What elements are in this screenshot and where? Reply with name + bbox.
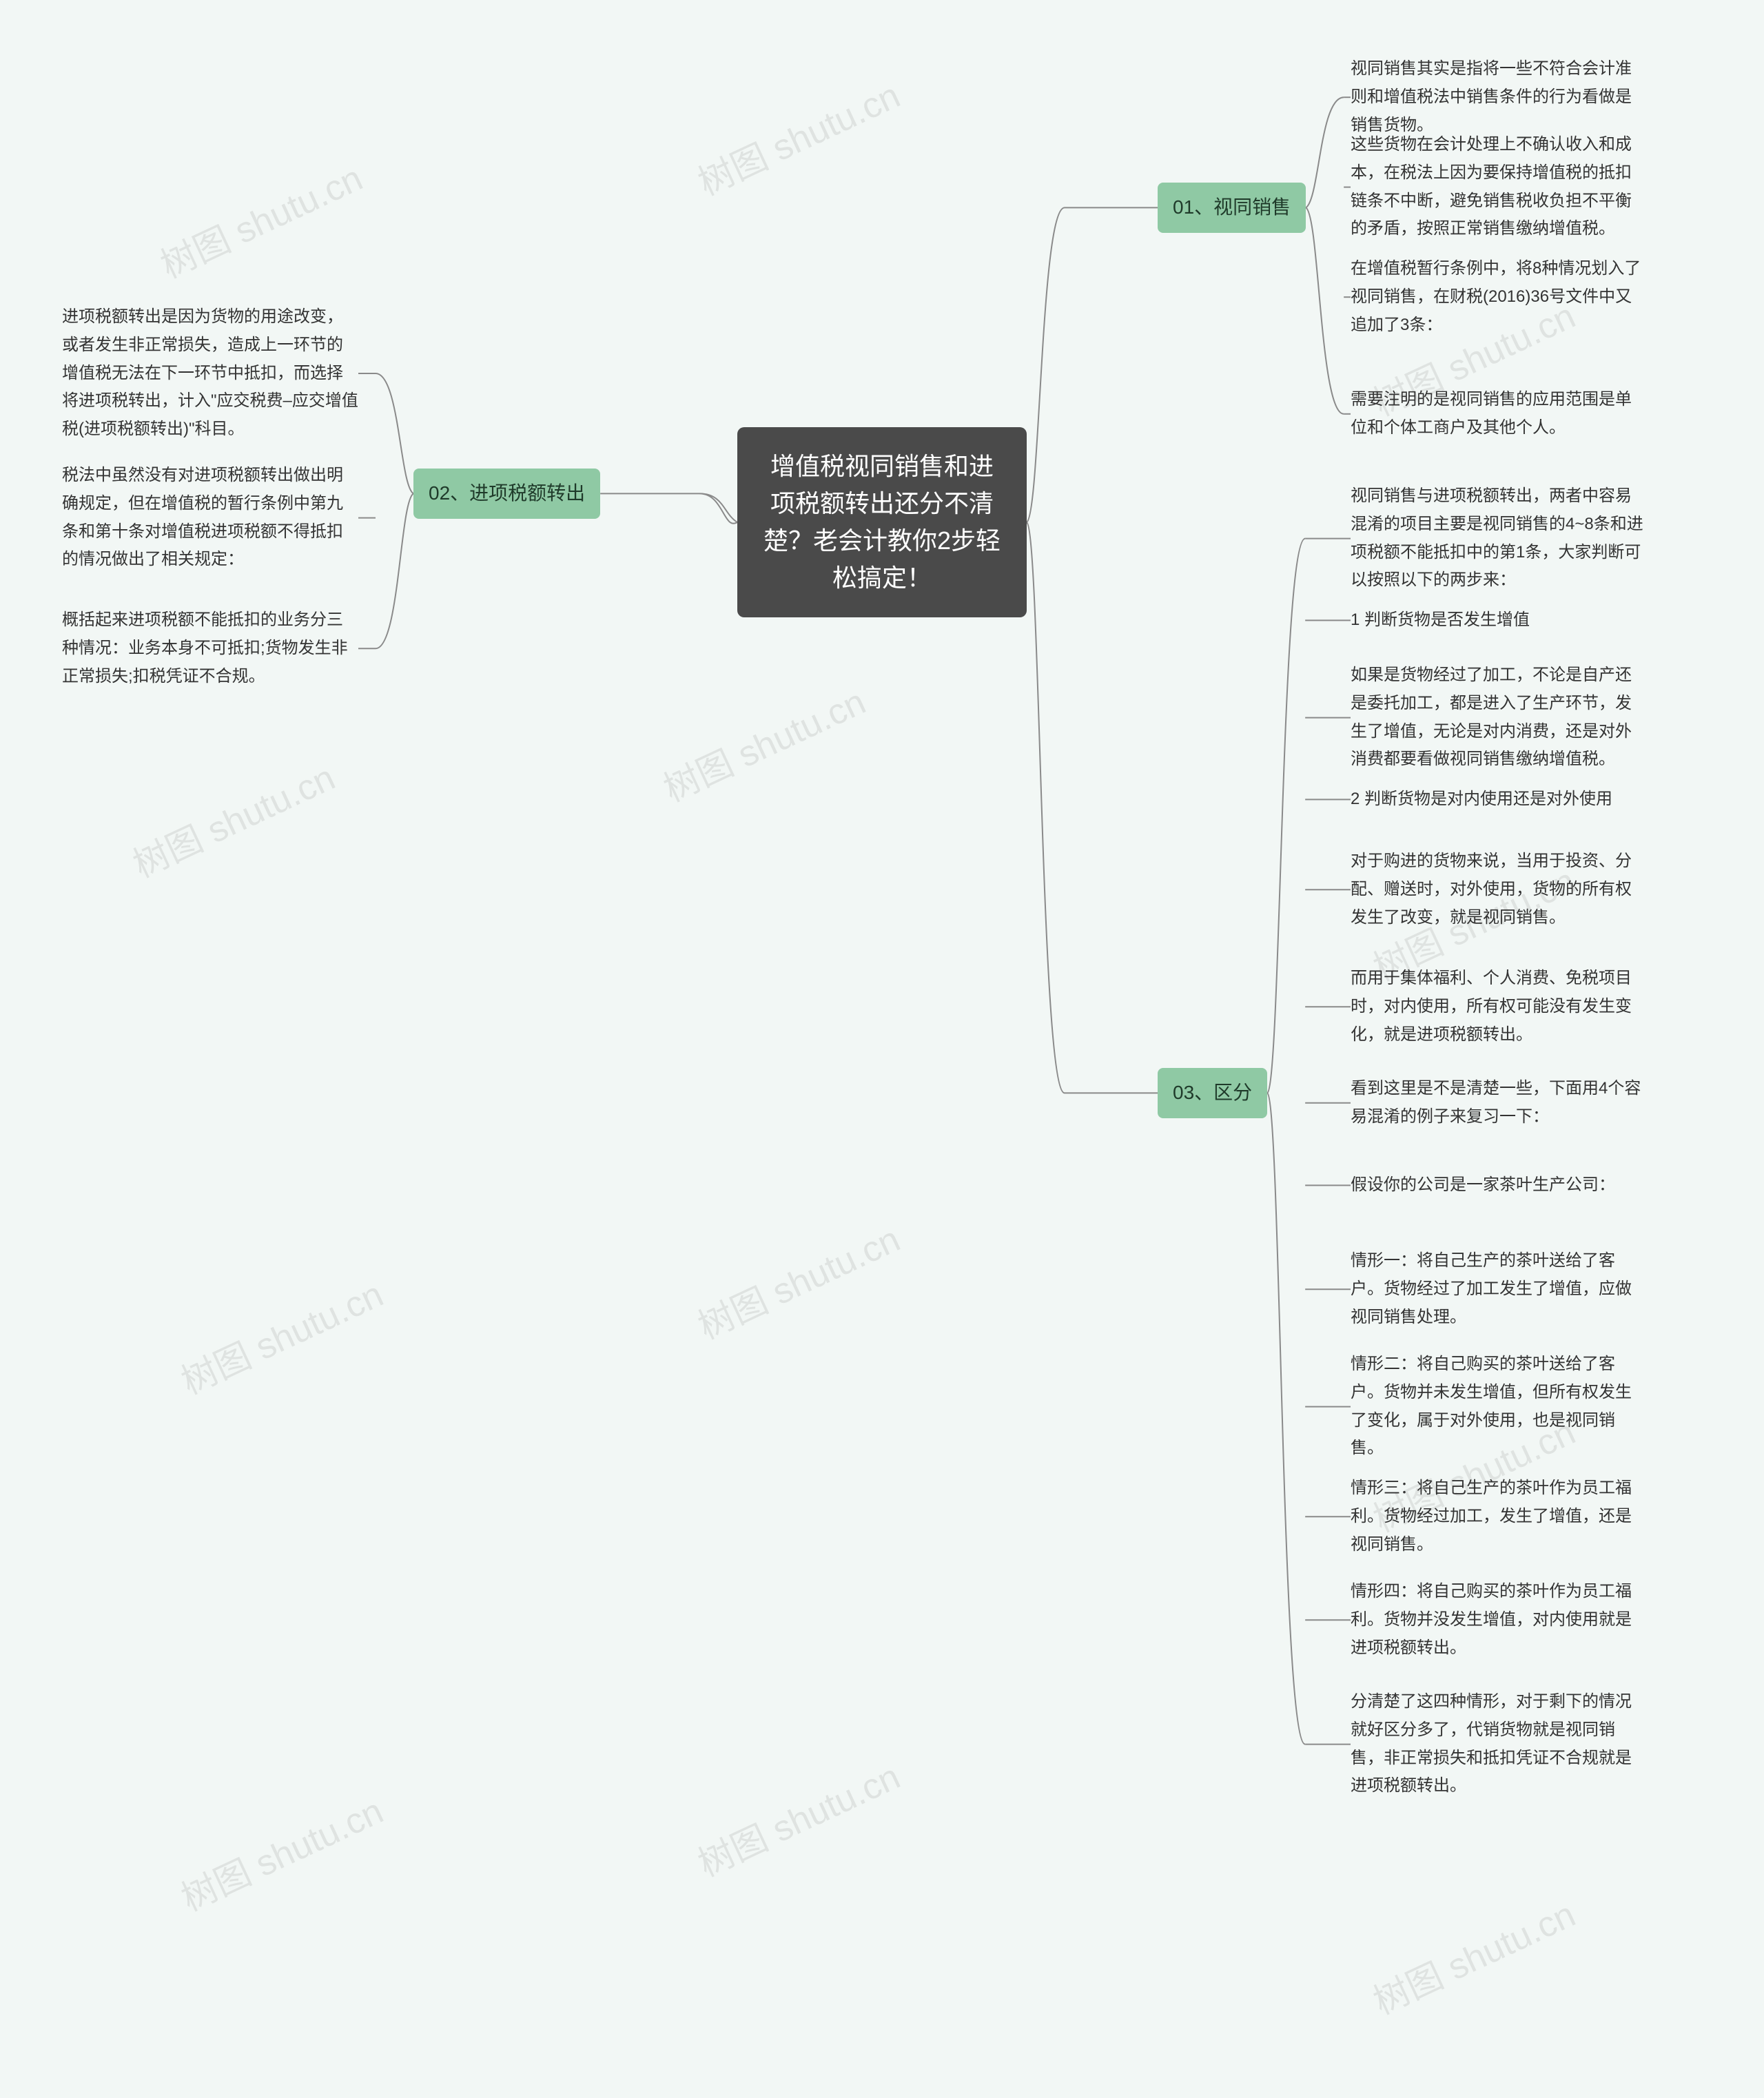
leaf-node: 看到这里是不是清楚一些，下面用4个容易混淆的例子来复习一下： bbox=[1351, 1075, 1647, 1131]
watermark: 树图 shutu.cn bbox=[172, 1782, 390, 1921]
leaf-node: 情形一：将自己生产的茶叶送给了客户。货物经过了加工发生了增值，应做视同销售处理。 bbox=[1351, 1247, 1647, 1331]
leaf-node: 对于购进的货物来说，当用于投资、分配、赠送时，对外使用，货物的所有权发生了改变，… bbox=[1351, 847, 1647, 932]
watermark: 树图 shutu.cn bbox=[172, 1266, 390, 1404]
watermark: 树图 shutu.cn bbox=[688, 1748, 907, 1886]
leaf-node: 进项税额转出是因为货物的用途改变，或者发生非正常损失，造成上一环节的增值税无法在… bbox=[62, 303, 358, 444]
leaf-node: 情形二：将自己购买的茶叶送给了客户。货物并未发生增值，但所有权发生了变化，属于对… bbox=[1351, 1350, 1647, 1463]
watermark: 树图 shutu.cn bbox=[1364, 1886, 1582, 2024]
leaf-node: 概括起来进项税额不能抵扣的业务分三种情况：业务本身不可抵扣;货物发生非正常损失;… bbox=[62, 606, 358, 690]
watermark: 树图 shutu.cn bbox=[654, 673, 872, 812]
branch-02: 02、进项税额转出 bbox=[413, 469, 600, 519]
leaf-node: 情形四：将自己购买的茶叶作为员工福利。货物并没发生增值，对内使用就是进项税额转出… bbox=[1351, 1578, 1647, 1662]
leaf-node: 假设你的公司是一家茶叶生产公司： bbox=[1351, 1171, 1647, 1200]
leaf-node: 情形三：将自己生产的茶叶作为员工福利。货物经过加工，发生了增值，还是视同销售。 bbox=[1351, 1474, 1647, 1559]
leaf-node: 分清楚了这四种情形，对于剩下的情况就好区分多了，代销货物就是视同销售，非正常损失… bbox=[1351, 1688, 1647, 1800]
leaf-node: 2 判断货物是对内使用还是对外使用 bbox=[1351, 785, 1647, 814]
branch-03: 03、区分 bbox=[1158, 1068, 1267, 1118]
watermark: 树图 shutu.cn bbox=[688, 67, 907, 205]
leaf-node: 1 判断货物是否发生增值 bbox=[1351, 606, 1647, 635]
watermark: 树图 shutu.cn bbox=[123, 749, 342, 887]
watermark: 树图 shutu.cn bbox=[688, 1211, 907, 1349]
leaf-node: 视同销售与进项税额转出，两者中容易混淆的项目主要是视同销售的4~8条和进项税额不… bbox=[1351, 482, 1647, 595]
branch-01: 01、视同销售 bbox=[1158, 183, 1306, 233]
leaf-node: 需要注明的是视同销售的应用范围是单位和个体工商户及其他个人。 bbox=[1351, 386, 1647, 442]
leaf-node: 而用于集体福利、个人消费、免税项目时，对内使用，所有权可能没有发生变化，就是进项… bbox=[1351, 965, 1647, 1049]
leaf-node: 在增值税暂行条例中，将8种情况划入了视同销售，在财税(2016)36号文件中又追… bbox=[1351, 255, 1647, 339]
mindmap-root: 增值税视同销售和进项税额转出还分不清楚？老会计教你2步轻松搞定！ bbox=[737, 427, 1027, 617]
watermark: 树图 shutu.cn bbox=[151, 150, 369, 288]
leaf-node: 视同销售其实是指将一些不符合会计准则和增值税法中销售条件的行为看做是销售货物。 bbox=[1351, 55, 1647, 139]
leaf-node: 税法中虽然没有对进项税额转出做出明确规定，但在增值税的暂行条例中第九条和第十条对… bbox=[62, 462, 358, 574]
leaf-node: 如果是货物经过了加工，不论是自产还是委托加工，都是进入了生产环节，发生了增值，无… bbox=[1351, 661, 1647, 774]
leaf-node: 这些货物在会计处理上不确认收入和成本，在税法上因为要保持增值税的抵扣链条不中断，… bbox=[1351, 131, 1647, 243]
